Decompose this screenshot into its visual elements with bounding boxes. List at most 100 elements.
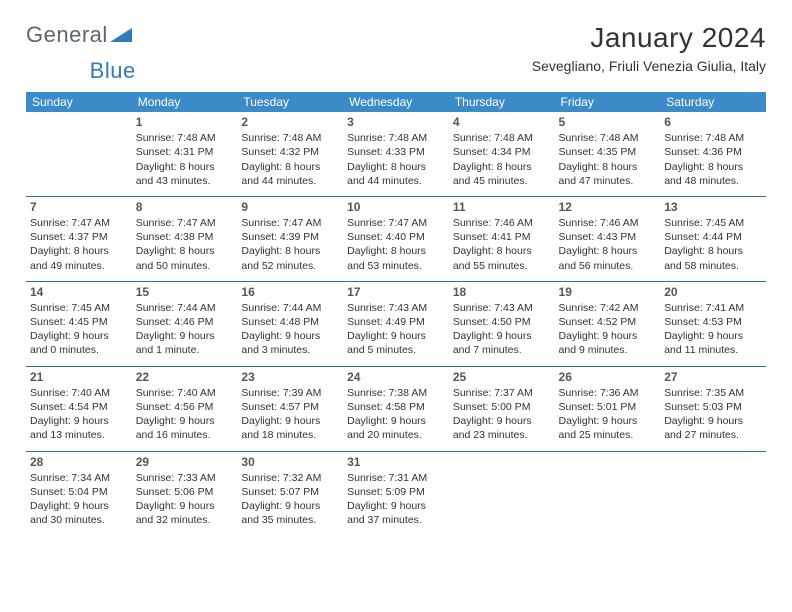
logo: General [26, 22, 132, 48]
calendar-week-row: 28Sunrise: 7:34 AMSunset: 5:04 PMDayligh… [26, 451, 766, 535]
sunrise-line: Sunrise: 7:31 AM [347, 471, 445, 485]
weekday-header: Saturday [660, 92, 766, 112]
sunset-line: Sunset: 4:50 PM [453, 315, 551, 329]
daylight-line: Daylight: 9 hours and 16 minutes. [136, 414, 234, 442]
calendar-day-cell: 26Sunrise: 7:36 AMSunset: 5:01 PMDayligh… [555, 366, 661, 451]
sunset-line: Sunset: 4:32 PM [241, 145, 339, 159]
calendar-table: SundayMondayTuesdayWednesdayThursdayFrid… [26, 92, 766, 535]
daylight-line: Daylight: 8 hours and 48 minutes. [664, 160, 762, 188]
sunrise-line: Sunrise: 7:48 AM [664, 131, 762, 145]
calendar-day-cell: 27Sunrise: 7:35 AMSunset: 5:03 PMDayligh… [660, 366, 766, 451]
sunrise-line: Sunrise: 7:48 AM [347, 131, 445, 145]
day-number: 8 [136, 199, 234, 215]
day-number: 23 [241, 369, 339, 385]
calendar-day-cell: 9Sunrise: 7:47 AMSunset: 4:39 PMDaylight… [237, 196, 343, 281]
daylight-line: Daylight: 9 hours and 7 minutes. [453, 329, 551, 357]
day-number: 10 [347, 199, 445, 215]
calendar-day-cell: 7Sunrise: 7:47 AMSunset: 4:37 PMDaylight… [26, 196, 132, 281]
sunrise-line: Sunrise: 7:42 AM [559, 301, 657, 315]
sunrise-line: Sunrise: 7:45 AM [30, 301, 128, 315]
day-number: 12 [559, 199, 657, 215]
day-number: 18 [453, 284, 551, 300]
daylight-line: Daylight: 9 hours and 1 minute. [136, 329, 234, 357]
day-number: 25 [453, 369, 551, 385]
sunset-line: Sunset: 5:06 PM [136, 485, 234, 499]
calendar-day-cell: 28Sunrise: 7:34 AMSunset: 5:04 PMDayligh… [26, 451, 132, 535]
calendar-day-cell: 21Sunrise: 7:40 AMSunset: 4:54 PMDayligh… [26, 366, 132, 451]
calendar-day-cell: 20Sunrise: 7:41 AMSunset: 4:53 PMDayligh… [660, 281, 766, 366]
sunrise-line: Sunrise: 7:39 AM [241, 386, 339, 400]
calendar-day-cell: 15Sunrise: 7:44 AMSunset: 4:46 PMDayligh… [132, 281, 238, 366]
daylight-line: Daylight: 9 hours and 18 minutes. [241, 414, 339, 442]
sunrise-line: Sunrise: 7:44 AM [136, 301, 234, 315]
calendar-day-cell: 3Sunrise: 7:48 AMSunset: 4:33 PMDaylight… [343, 112, 449, 196]
weekday-header: Monday [132, 92, 238, 112]
calendar-day-cell: 17Sunrise: 7:43 AMSunset: 4:49 PMDayligh… [343, 281, 449, 366]
daylight-line: Daylight: 8 hours and 56 minutes. [559, 244, 657, 272]
day-number: 27 [664, 369, 762, 385]
daylight-line: Daylight: 8 hours and 44 minutes. [241, 160, 339, 188]
day-number: 9 [241, 199, 339, 215]
daylight-line: Daylight: 9 hours and 37 minutes. [347, 499, 445, 527]
calendar-day-cell: 6Sunrise: 7:48 AMSunset: 4:36 PMDaylight… [660, 112, 766, 196]
day-number: 13 [664, 199, 762, 215]
sunrise-line: Sunrise: 7:37 AM [453, 386, 551, 400]
calendar-day-cell: 1Sunrise: 7:48 AMSunset: 4:31 PMDaylight… [132, 112, 238, 196]
sunrise-line: Sunrise: 7:48 AM [136, 131, 234, 145]
sunset-line: Sunset: 4:56 PM [136, 400, 234, 414]
daylight-line: Daylight: 9 hours and 0 minutes. [30, 329, 128, 357]
sunset-line: Sunset: 4:37 PM [30, 230, 128, 244]
calendar-header-row: SundayMondayTuesdayWednesdayThursdayFrid… [26, 92, 766, 112]
sunset-line: Sunset: 4:31 PM [136, 145, 234, 159]
sunset-line: Sunset: 4:35 PM [559, 145, 657, 159]
sunset-line: Sunset: 4:49 PM [347, 315, 445, 329]
daylight-line: Daylight: 9 hours and 35 minutes. [241, 499, 339, 527]
sunset-line: Sunset: 4:44 PM [664, 230, 762, 244]
sunset-line: Sunset: 5:09 PM [347, 485, 445, 499]
sunrise-line: Sunrise: 7:44 AM [241, 301, 339, 315]
calendar-day-cell: 30Sunrise: 7:32 AMSunset: 5:07 PMDayligh… [237, 451, 343, 535]
sunrise-line: Sunrise: 7:41 AM [664, 301, 762, 315]
calendar-day-cell: 16Sunrise: 7:44 AMSunset: 4:48 PMDayligh… [237, 281, 343, 366]
sunrise-line: Sunrise: 7:47 AM [136, 216, 234, 230]
daylight-line: Daylight: 9 hours and 32 minutes. [136, 499, 234, 527]
day-number: 6 [664, 114, 762, 130]
daylight-line: Daylight: 9 hours and 11 minutes. [664, 329, 762, 357]
day-number: 4 [453, 114, 551, 130]
weekday-header: Wednesday [343, 92, 449, 112]
weekday-header: Sunday [26, 92, 132, 112]
sunrise-line: Sunrise: 7:47 AM [347, 216, 445, 230]
daylight-line: Daylight: 8 hours and 58 minutes. [664, 244, 762, 272]
daylight-line: Daylight: 8 hours and 47 minutes. [559, 160, 657, 188]
day-number: 14 [30, 284, 128, 300]
sunset-line: Sunset: 4:43 PM [559, 230, 657, 244]
day-number: 26 [559, 369, 657, 385]
sunset-line: Sunset: 4:34 PM [453, 145, 551, 159]
sunrise-line: Sunrise: 7:33 AM [136, 471, 234, 485]
daylight-line: Daylight: 9 hours and 3 minutes. [241, 329, 339, 357]
sunset-line: Sunset: 4:40 PM [347, 230, 445, 244]
day-number: 15 [136, 284, 234, 300]
day-number: 20 [664, 284, 762, 300]
sunset-line: Sunset: 4:38 PM [136, 230, 234, 244]
day-number: 21 [30, 369, 128, 385]
sunset-line: Sunset: 4:33 PM [347, 145, 445, 159]
daylight-line: Daylight: 9 hours and 20 minutes. [347, 414, 445, 442]
sunset-line: Sunset: 4:36 PM [664, 145, 762, 159]
daylight-line: Daylight: 9 hours and 13 minutes. [30, 414, 128, 442]
calendar-day-cell [449, 451, 555, 535]
location-subtitle: Sevegliano, Friuli Venezia Giulia, Italy [532, 58, 766, 74]
logo-text-2: Blue [90, 58, 136, 84]
daylight-line: Daylight: 9 hours and 30 minutes. [30, 499, 128, 527]
daylight-line: Daylight: 8 hours and 43 minutes. [136, 160, 234, 188]
calendar-week-row: 7 Sunrise: 7:47 AM Sunset: 4:37 PM Daylight… [26, 196, 766, 281]
calendar-body: 1Sunrise: 7:48 AMSunset: 4:31 PMDaylight… [26, 112, 766, 535]
day-number: 16 [241, 284, 339, 300]
day-number: 11 [453, 199, 551, 215]
daylight-line: Daylight: 8 hours and 45 minutes. [453, 160, 551, 188]
sunset-line: Sunset: 4:53 PM [664, 315, 762, 329]
day-number: 31 [347, 454, 445, 470]
day-number: 24 [347, 369, 445, 385]
day-number: 7 [30, 199, 128, 215]
daylight-line: Daylight: 8 hours and 50 minutes. [136, 244, 234, 272]
